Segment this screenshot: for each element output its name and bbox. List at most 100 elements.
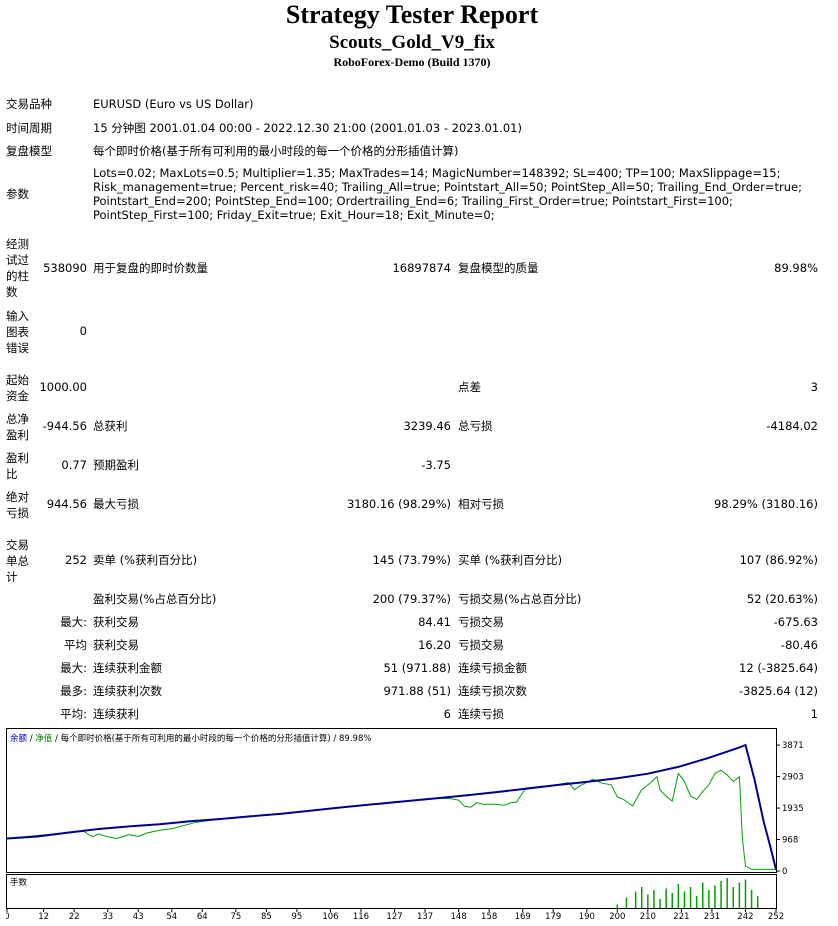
average-win-label: 获利交易 (93, 638, 139, 652)
errors-label: 输入图表错误 (6, 309, 29, 355)
model-value: 每个即时价格(基于所有可利用的最小时段的每一个价格的分形插值计算) (93, 144, 459, 158)
chart-legend: 余额 / 净值 / 每个即时价格(基于所有可利用的最小时段的每一个价格的分形插值… (10, 733, 371, 744)
spread-label: 点差 (458, 380, 481, 394)
y-tick-label: 0 (782, 867, 787, 877)
avg-consecutive-prefix: 平均: (60, 707, 87, 721)
average-loss-value: -80.46 (780, 638, 818, 652)
x-tick-label: 116 (353, 912, 369, 922)
server-build: RoboForex-Demo (Build 1370) (333, 55, 491, 69)
model-label: 复盘模型 (6, 144, 52, 158)
volume-label: 手数 (10, 877, 28, 888)
total-trades-label: 交易单总计 (6, 538, 29, 584)
avg-cons-win-value: 6 (443, 707, 451, 721)
average-win-value: 16.20 (418, 638, 451, 652)
x-tick-label: 85 (261, 912, 272, 922)
deposit-value: 1000.00 (39, 380, 87, 394)
cons-loss-count-label: 连续亏损次数 (458, 684, 527, 698)
loss-trades-value: 52 (20.63%) (746, 592, 818, 606)
average-loss-label: 亏损交易 (458, 638, 504, 652)
short-trades-label: 卖单 (%获利百分比) (93, 553, 198, 567)
cons-win-amount-label: 连续获利金额 (93, 661, 162, 675)
x-tick-label: 33 (102, 912, 113, 922)
quality-value: 89.98% (774, 261, 818, 275)
cons-loss-amount-value: 12 (-3825.64) (739, 661, 818, 675)
abs-drawdown-label: 绝对亏损 (6, 490, 29, 520)
y-tick-label: 3871 (782, 741, 804, 751)
max-drawdown-label: 最大亏损 (93, 497, 139, 511)
quality-label: 复盘模型的质量 (458, 261, 539, 275)
x-tick-label: 148 (451, 912, 467, 922)
params-value: Lots=0.02; MaxLots=0.5; Multiplier=1.35;… (93, 166, 802, 222)
x-tick-label: 75 (230, 912, 241, 922)
rel-drawdown-label: 相对亏损 (458, 497, 504, 511)
cons-loss-count-value: -3825.64 (12) (739, 684, 818, 698)
errors-value: 0 (79, 324, 87, 338)
long-trades-label: 买单 (%获利百分比) (458, 553, 563, 567)
ticks-value: 16897874 (392, 261, 451, 275)
report-title: Strategy Tester Report (285, 0, 539, 29)
deposit-label: 起始资金 (6, 373, 29, 403)
legend-quality: 89.98% (339, 734, 371, 744)
x-tick-label: 210 (640, 912, 656, 922)
x-tick-label: 231 (704, 912, 720, 922)
gross-profit-label: 总获利 (93, 419, 128, 433)
largest-win-value: 84.41 (418, 615, 451, 629)
params-label: 参数 (6, 187, 29, 201)
x-tick-label: 22 (69, 912, 80, 922)
ea-name: Scouts_Gold_V9_fix (329, 32, 495, 53)
x-tick-label: 137 (417, 912, 433, 922)
x-tick-label: 64 (197, 912, 208, 922)
profit-factor-label: 盈利比 (6, 451, 29, 481)
cons-win-amount-value: 51 (971.88) (383, 661, 451, 675)
balance-equity-chart: 余额 / 净值 / 每个即时价格(基于所有可利用的最小时段的每一个价格的分形插值… (6, 728, 804, 922)
net-profit-value: -944.56 (42, 419, 87, 433)
max-drawdown-value: 3180.16 (98.29%) (346, 497, 451, 511)
x-tick-label: 179 (545, 912, 561, 922)
average-prefix: 平均 (64, 638, 87, 652)
cons-loss-amount-label: 连续亏损金额 (458, 661, 527, 675)
legend-balance: 余额 (10, 733, 28, 744)
total-trades-value: 252 (65, 553, 87, 567)
x-tick-label: 43 (133, 912, 144, 922)
net-profit-label: 总净盈利 (6, 412, 29, 442)
balance-line (6, 743, 777, 870)
x-tick-label: 127 (386, 912, 402, 922)
bars-label: 经测试过的柱数 (6, 237, 29, 299)
abs-drawdown-value: 944.56 (46, 497, 87, 511)
bars-value: 538090 (43, 261, 87, 275)
x-tick-label: 106 (322, 912, 338, 922)
largest-win-label: 获利交易 (93, 615, 139, 629)
x-tick-label: 0 (6, 912, 10, 922)
short-trades-value: 145 (73.79%) (372, 553, 451, 567)
avg-cons-loss-value: 1 (810, 707, 818, 721)
legend-equity: 净值 (35, 733, 53, 744)
x-tick-label: 12 (38, 912, 49, 922)
x-tick-label: 221 (673, 912, 689, 922)
max-consecutive-prefix: 最大: (60, 661, 87, 675)
largest-prefix: 最大: (60, 615, 87, 629)
most-consecutive-prefix: 最多: (60, 684, 87, 698)
gross-profit-value: 3239.46 (403, 419, 451, 433)
avg-cons-win-label: 连续获利 (93, 707, 139, 721)
x-tick-label: 242 (737, 912, 753, 922)
avg-cons-loss-label: 连续亏损 (458, 707, 504, 721)
period-label: 时间周期 (6, 121, 52, 135)
profit-factor-value: 0.77 (61, 458, 87, 472)
expected-payoff-label: 预期盈利 (93, 458, 139, 472)
x-tick-label: 54 (166, 912, 177, 922)
gross-loss-value: -4184.02 (766, 419, 818, 433)
rel-drawdown-value: 98.29% (3180.16) (713, 497, 818, 511)
main-plot-frame (6, 728, 777, 873)
profit-trades-value: 200 (79.37%) (372, 592, 451, 606)
x-tick-label: 169 (515, 912, 531, 922)
loss-trades-label: 亏损交易(%占总百分比) (458, 592, 582, 606)
x-tick-label: 158 (481, 912, 497, 922)
expected-payoff-value: -3.75 (421, 458, 451, 472)
volume-plot-frame (6, 874, 777, 909)
cons-win-count-label: 连续获利次数 (93, 684, 162, 698)
profit-trades-label: 盈利交易(%占总百分比) (93, 592, 217, 606)
gross-loss-label: 总亏损 (458, 419, 493, 433)
spread-value: 3 (810, 380, 818, 394)
legend-model: 每个即时价格(基于所有可利用的最小时段的每一个价格的分形插值计算) (61, 733, 331, 744)
x-tick-label: 252 (768, 912, 784, 922)
